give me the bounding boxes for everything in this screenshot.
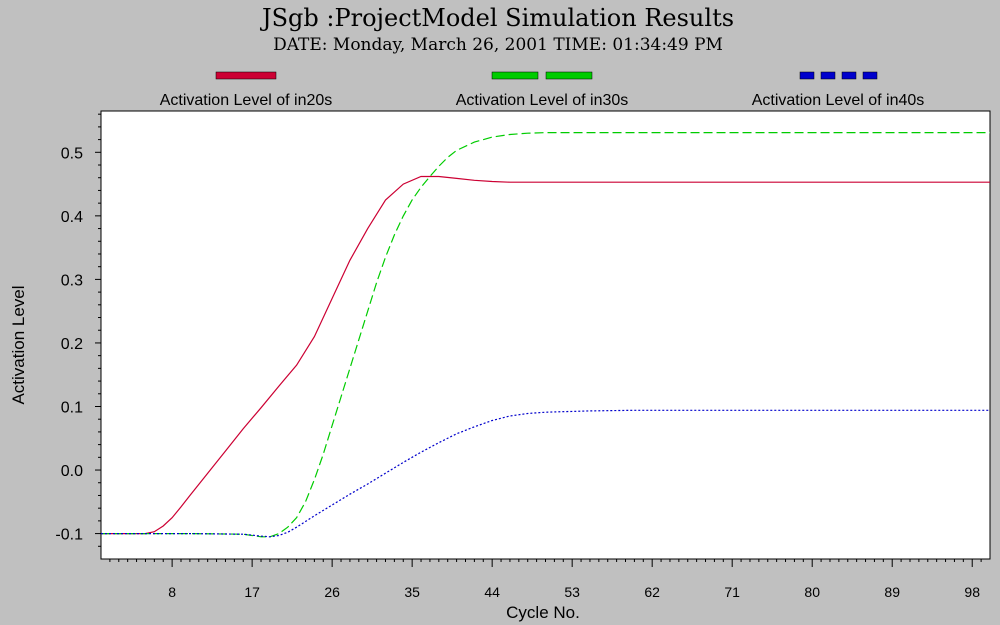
legend-swatch-3-3: [862, 71, 878, 80]
x-tick-label: 17: [244, 584, 260, 600]
legend-swatch-1: [215, 71, 277, 80]
legend-label-3: Activation Level of in40s: [752, 92, 925, 109]
x-tick-label: 53: [564, 584, 580, 600]
x-tick-label: 89: [884, 584, 900, 600]
legend: Activation Level of in20s Activation Leve…: [160, 71, 925, 109]
chart-title: JSgb :ProjectModel Simulation Results: [259, 4, 734, 32]
y-axis-label: Activation Level: [9, 285, 28, 404]
axes-layer: -0.1 0.0 0.1 0.2 0.3 0.4 0.5 8 17 26 35 44 53 62 71 80 8…: [55, 113, 982, 600]
y-tick-label: 0.2: [61, 336, 83, 353]
y-tick-label: -0.1: [55, 527, 83, 544]
y-tick-label: 0.1: [61, 399, 83, 416]
legend-label-2: Activation Level of in30s: [456, 92, 629, 109]
legend-label-1: Activation Level of in20s: [160, 92, 333, 109]
y-tick-label: 0.0: [61, 463, 83, 480]
legend-swatch-3-2: [841, 71, 857, 80]
legend-swatch-3-0: [799, 71, 815, 80]
x-tick-label: 35: [404, 584, 420, 600]
series-line-1: [101, 175, 990, 535]
x-axis-label: Cycle No.: [506, 603, 580, 622]
y-tick-label: 0.5: [61, 145, 83, 162]
series-line-3: [101, 409, 990, 538]
legend-swatch-3-1: [820, 71, 836, 80]
y-tick-label: 0.3: [61, 272, 83, 289]
x-tick-label: 71: [724, 584, 740, 600]
x-tick-label: 44: [484, 584, 500, 600]
series-layer: [101, 132, 990, 538]
series-line-2: [101, 132, 990, 538]
chart-subtitle: DATE: Monday, March 26, 2001 TIME: 01:34…: [273, 35, 723, 55]
x-tick-label: 8: [168, 584, 176, 600]
x-tick-label: 80: [804, 584, 820, 600]
legend-swatch-2-b: [545, 71, 593, 80]
x-tick-label: 98: [964, 584, 980, 600]
x-tick-label: 62: [644, 584, 660, 600]
plot-area: [100, 110, 991, 560]
y-tick-label: 0.4: [61, 209, 83, 226]
legend-swatch-2: [491, 71, 539, 80]
x-tick-label: 26: [324, 584, 340, 600]
